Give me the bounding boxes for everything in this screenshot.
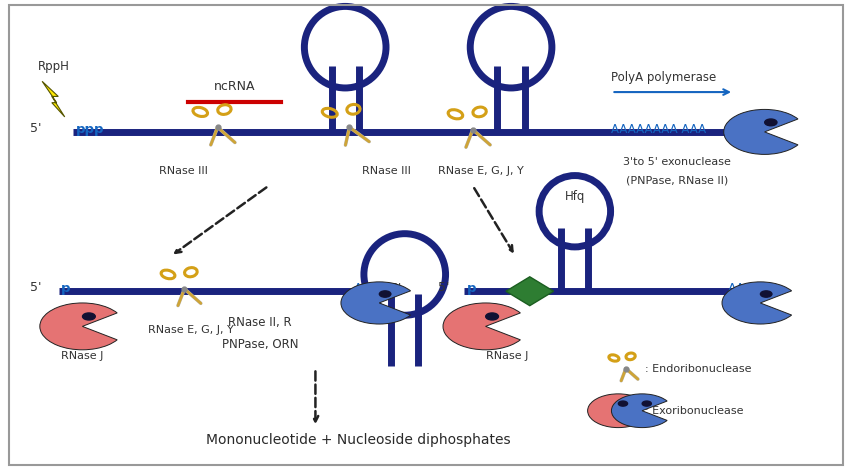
Text: 5': 5' <box>30 281 42 294</box>
Polygon shape <box>506 277 554 306</box>
Wedge shape <box>612 394 667 428</box>
Circle shape <box>619 401 628 406</box>
Text: 3'to 5' exonuclease: 3'to 5' exonuclease <box>623 157 731 167</box>
Text: PolyA polymerase: PolyA polymerase <box>612 71 717 84</box>
Text: RNase J: RNase J <box>486 351 528 361</box>
Text: Hfq: Hfq <box>565 190 585 203</box>
Circle shape <box>83 313 95 320</box>
Text: PNPase, ORN: PNPase, ORN <box>222 338 298 352</box>
Text: AAA: AAA <box>728 282 754 295</box>
Wedge shape <box>341 282 411 324</box>
Text: 3': 3' <box>390 282 401 295</box>
Text: : Endoribonuclease: : Endoribonuclease <box>646 364 752 374</box>
Text: RNase III: RNase III <box>361 166 411 176</box>
Wedge shape <box>588 394 643 428</box>
Circle shape <box>642 401 652 406</box>
Text: RNase J: RNase J <box>61 351 104 361</box>
Wedge shape <box>443 303 521 350</box>
Text: RNase III: RNase III <box>159 166 208 176</box>
Circle shape <box>761 291 772 297</box>
Wedge shape <box>40 303 118 350</box>
Polygon shape <box>42 81 65 117</box>
Text: 5': 5' <box>438 281 450 294</box>
Text: AAA: AAA <box>354 282 380 295</box>
Text: RppH: RppH <box>37 60 69 73</box>
Text: RNase E, G, J, Y: RNase E, G, J, Y <box>439 166 524 176</box>
Text: (PNPase, RNase II): (PNPase, RNase II) <box>626 175 728 186</box>
Circle shape <box>486 313 498 320</box>
Wedge shape <box>722 282 792 324</box>
Text: ncRNA: ncRNA <box>214 80 256 93</box>
Text: RNase II, R: RNase II, R <box>228 316 292 329</box>
Text: Mononucleotide + Nucleoside diphosphates: Mononucleotide + Nucleoside diphosphates <box>205 432 510 446</box>
Circle shape <box>379 291 391 297</box>
Text: 3': 3' <box>753 282 765 295</box>
Text: ppp: ppp <box>76 123 104 135</box>
Text: RNase E, G, J, Y: RNase E, G, J, Y <box>147 325 233 336</box>
Text: p: p <box>61 282 71 295</box>
Text: p: p <box>467 282 476 295</box>
Text: 3': 3' <box>734 123 746 135</box>
Wedge shape <box>723 110 798 155</box>
Circle shape <box>765 119 777 126</box>
Text: : Exoribonuclease: : Exoribonuclease <box>646 406 744 416</box>
Text: 5': 5' <box>30 122 42 135</box>
Text: AAAAAAAA AAA: AAAAAAAA AAA <box>612 123 706 135</box>
